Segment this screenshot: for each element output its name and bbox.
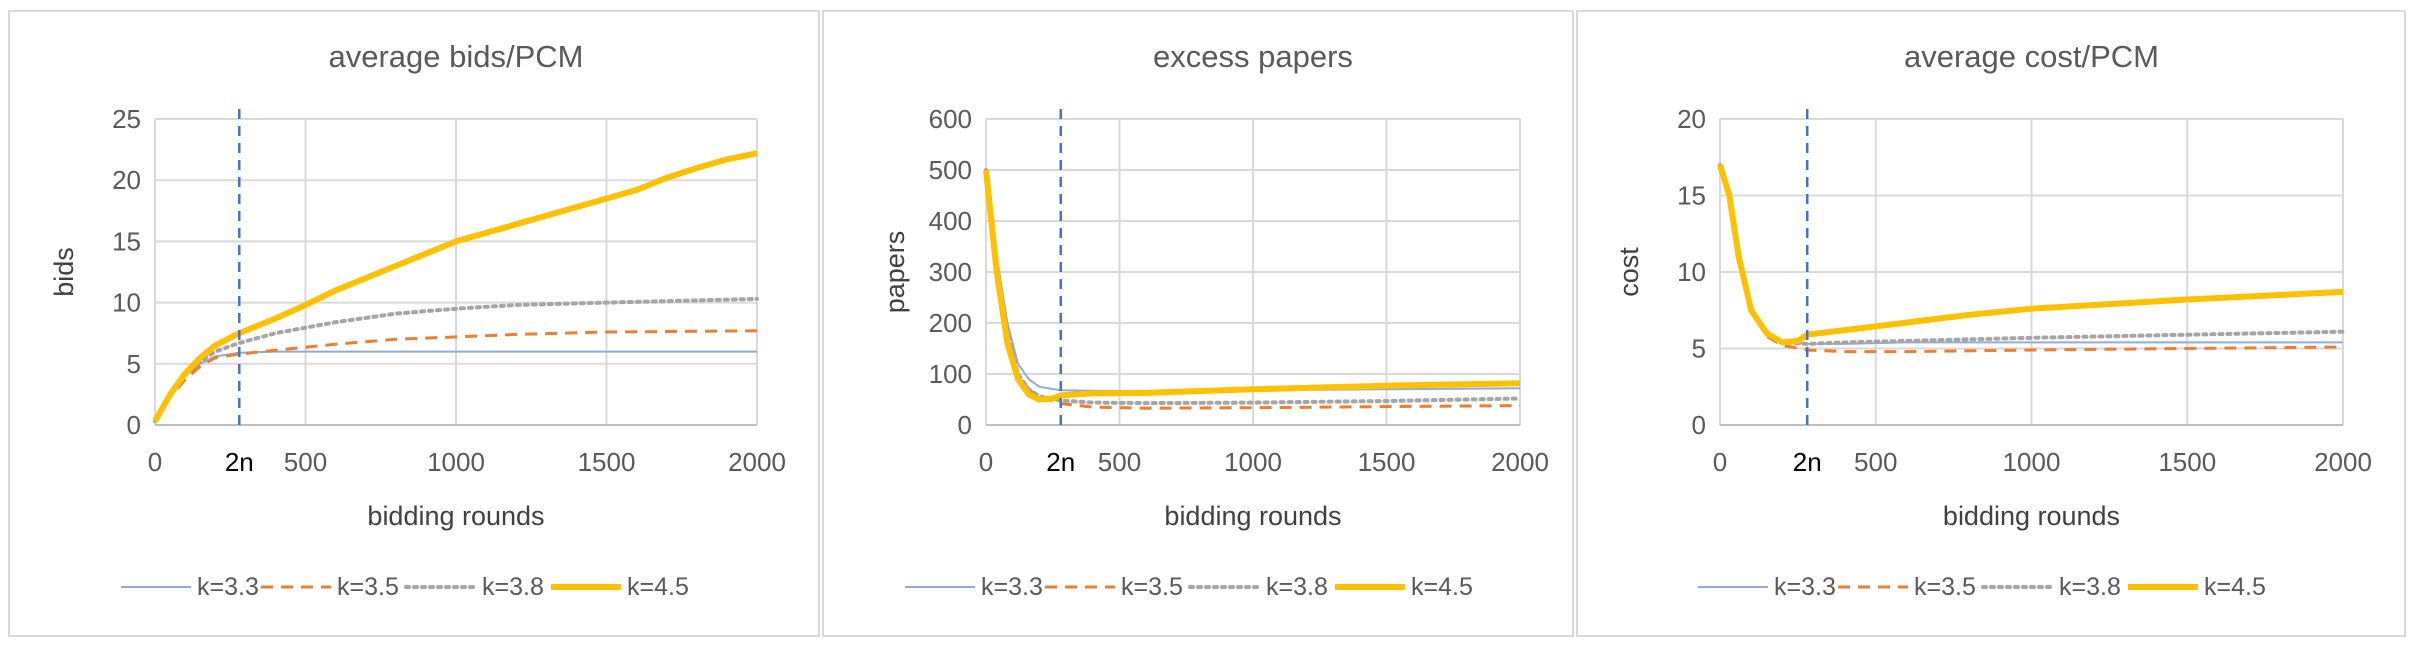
chart-2-y-tick-label: 400 — [929, 206, 972, 236]
chart-2-legend-label: k=3.8 — [1266, 573, 1328, 601]
chart-2-y-axis-label: papers — [880, 231, 910, 314]
chart-panel-bids: average bids/PCM 0 5 10 15 20 25 0 500 1000 1500 20… — [8, 10, 820, 637]
chart-3-x-tick-label: 500 — [1854, 447, 1897, 477]
chart-3-y-tick-label: 15 — [1677, 181, 1706, 211]
chart-2-y-tick-label: 100 — [929, 359, 972, 389]
chart-3-marker-label: 2n — [1793, 447, 1822, 477]
chart-1-y-tick-label: 15 — [112, 226, 141, 256]
chart-2-series-k-4-5 — [983, 169, 1521, 403]
chart-1-x-axis-label: bidding rounds — [367, 501, 544, 531]
chart-1-title: average bids/PCM — [328, 39, 583, 74]
chart-3-x-axis-label: bidding rounds — [1943, 501, 2120, 531]
chart-3-y-tick-label: 0 — [1692, 410, 1706, 440]
chart-3-y-tick-label: 5 — [1692, 334, 1706, 364]
chart-2-legend-label: k=4.5 — [1411, 573, 1473, 601]
chart-1-legend-label: k=3.8 — [482, 573, 544, 601]
chart-1-y-tick-label: 0 — [127, 410, 141, 440]
chart-2-y-tick-label: 0 — [958, 410, 972, 440]
chart-3-x-tick-label: 1500 — [2158, 447, 2216, 477]
chart-panel-cost: average cost/PCM 0 5 10 15 20 0 500 1000 1500 2000… — [1576, 10, 2406, 637]
chart-1-y-tick-label: 20 — [112, 165, 141, 195]
chart-2-title: excess papers — [1153, 39, 1353, 74]
chart-2-y-tick-label: 300 — [929, 257, 972, 287]
chart-2-x-tick-label: 1000 — [1224, 447, 1282, 477]
chart-1-series-k-3-5 — [153, 329, 758, 423]
chart-3-legend-label: k=4.5 — [2204, 573, 2266, 601]
chart-2-x-tick-label: 0 — [979, 447, 993, 477]
chart-3-legend-label: k=3.8 — [2059, 573, 2121, 601]
chart-3-x-tick-label: 0 — [1713, 447, 1727, 477]
chart-2-y-tick-label: 500 — [929, 155, 972, 185]
chart-1-marker-label: 2n — [225, 447, 254, 477]
chart-3-x-tick-label: 2000 — [2314, 447, 2372, 477]
chart-svg-bids: average bids/PCM 0 5 10 15 20 25 0 500 1000 1500 20… — [49, 39, 786, 601]
chart-1-y-axis-label: bids — [49, 247, 79, 297]
chart-1-series-k-4-5 — [152, 150, 758, 423]
chart-2-x-tick-label: 500 — [1098, 447, 1141, 477]
chart-1-legend-label: k=3.3 — [197, 573, 259, 601]
chart-3-series-k-4-5 — [1717, 164, 2344, 346]
chart-2-marker-label: 2n — [1046, 447, 1075, 477]
chart-2-x-tick-label: 1500 — [1358, 447, 1416, 477]
chart-1-y-tick-label: 25 — [112, 104, 141, 134]
chart-2-y-tick-label: 200 — [929, 308, 972, 338]
chart-3-legend-label: k=3.5 — [1914, 573, 1976, 601]
chart-3-y-tick-label: 20 — [1677, 104, 1706, 134]
chart-svg-papers: excess papers 0 100 200 300 400 500 600 0 500 1000… — [880, 39, 1549, 601]
chart-1-x-tick-label: 2000 — [728, 447, 786, 477]
chart-3-title: average cost/PCM — [1904, 39, 2159, 74]
chart-2-y-tick-label: 600 — [929, 104, 972, 134]
chart-panel-papers: excess papers 0 100 200 300 400 500 600 0 500 1000… — [822, 10, 1574, 637]
chart-3-legend-label: k=3.3 — [1774, 573, 1836, 601]
chart-1-x-tick-label: 500 — [284, 447, 327, 477]
chart-svg-cost: average cost/PCM 0 5 10 15 20 0 500 1000 1500 2000… — [1614, 39, 2372, 601]
chart-1-x-tick-label: 1500 — [578, 447, 636, 477]
chart-2-legend-label: k=3.5 — [1121, 573, 1183, 601]
chart-3-y-axis-label: cost — [1614, 247, 1644, 297]
chart-1-legend-label: k=4.5 — [627, 573, 689, 601]
chart-2-x-axis-label: bidding rounds — [1164, 501, 1341, 531]
chart-1-x-tick-label: 1000 — [427, 447, 485, 477]
chart-1-x-tick-label: 0 — [148, 447, 162, 477]
chart-1-legend-label: k=3.5 — [337, 573, 399, 601]
chart-1-y-tick-label: 5 — [127, 349, 141, 379]
chart-2-x-tick-label: 2000 — [1491, 447, 1549, 477]
chart-1-y-tick-label: 10 — [112, 288, 141, 318]
chart-3-y-tick-label: 10 — [1677, 257, 1706, 287]
chart-3-x-tick-label: 1000 — [2003, 447, 2061, 477]
chart-2-legend-label: k=3.3 — [981, 573, 1043, 601]
